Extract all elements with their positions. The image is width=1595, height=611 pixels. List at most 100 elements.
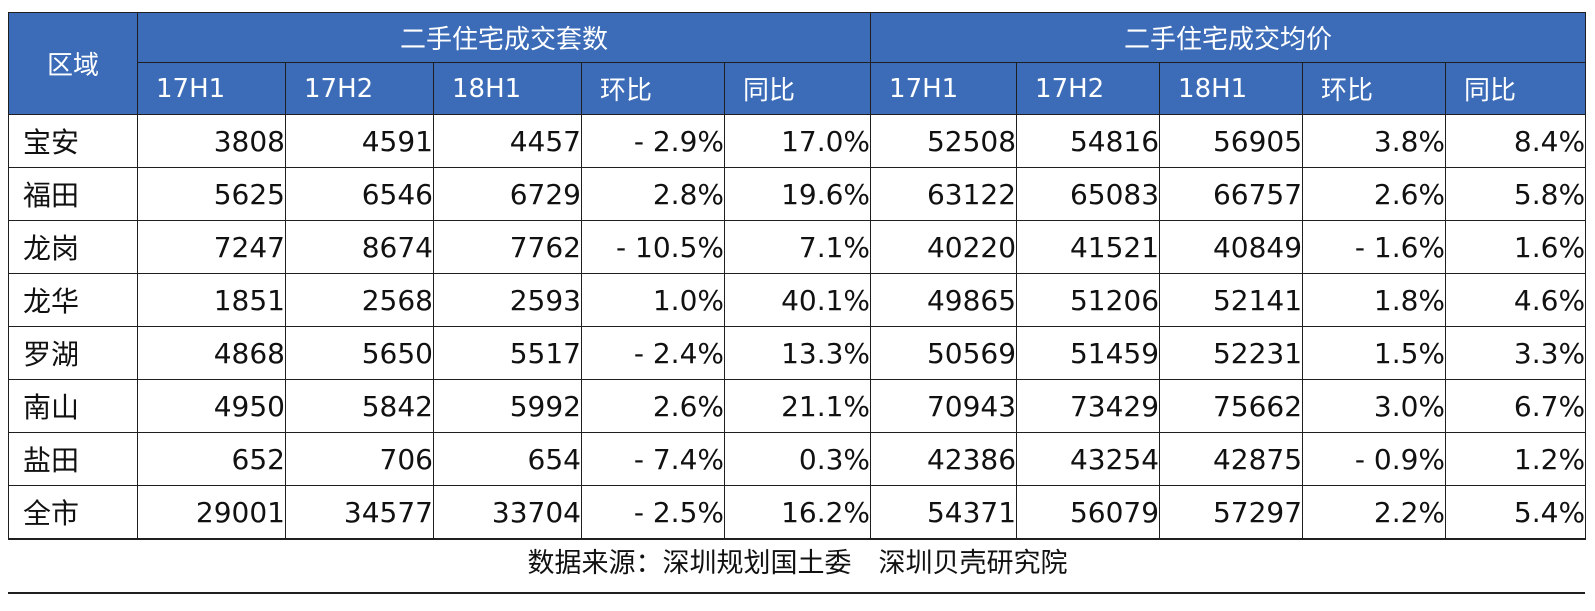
table-cell: 54371	[870, 485, 1018, 540]
table-cell: 654	[433, 432, 582, 486]
table-cell: 1.5%	[1302, 326, 1447, 380]
table-cell: 7762	[433, 220, 582, 274]
table-cell: - 7.4%	[581, 432, 725, 486]
table-cell: 8674	[285, 220, 434, 274]
table-cell: 49865	[870, 273, 1018, 327]
table-cell: - 2.4%	[581, 326, 725, 380]
table-cell: 4457	[433, 114, 582, 168]
table-cell: 2.2%	[1302, 485, 1447, 540]
table-header: 区域 二手住宅成交套数 二手住宅成交均价 17H1 17H2 18H1 环比 同比 17H…	[8, 12, 1587, 115]
table-cell: 706	[285, 432, 434, 486]
group-header-price: 二手住宅成交均价	[870, 12, 1587, 63]
region-name: 盐田	[8, 432, 138, 486]
region-name: 罗湖	[8, 326, 138, 380]
table-cell: 40220	[870, 220, 1018, 274]
table-cell: 51206	[1016, 273, 1161, 327]
column-header: 17H2	[1016, 62, 1161, 115]
table-cell: 42875	[1159, 432, 1304, 486]
table-cell: 2.6%	[1302, 167, 1447, 221]
table-cell: 65083	[1016, 167, 1161, 221]
table-cell: 3808	[137, 114, 286, 168]
table-cell: - 0.9%	[1302, 432, 1447, 486]
table-cell: 1.8%	[1302, 273, 1447, 327]
table-cell: 1.0%	[581, 273, 725, 327]
table-cell: 6.7%	[1445, 379, 1587, 433]
region-name: 龙岗	[8, 220, 138, 274]
table-cell: 5992	[433, 379, 582, 433]
region-name: 全市	[8, 485, 138, 540]
transaction-table: 区域 二手住宅成交套数 二手住宅成交均价 17H1 17H2 18H1 环比 同比 17H…	[8, 12, 1587, 540]
region-name: 南山	[8, 379, 138, 433]
table-cell: 16.2%	[723, 485, 872, 540]
table-cell: 57297	[1159, 485, 1304, 540]
table-cell: 5650	[285, 326, 434, 380]
table-cell: 56905	[1159, 114, 1304, 168]
table-cell: - 2.5%	[581, 485, 725, 540]
table-cell: 40.1%	[723, 273, 872, 327]
table-cell: 3.0%	[1302, 379, 1447, 433]
column-header: 同比	[1445, 62, 1587, 115]
column-header: 18H1	[1159, 62, 1304, 115]
table-cell: 5.8%	[1445, 167, 1587, 221]
table-cell: 51459	[1016, 326, 1161, 380]
table-cell: 17.0%	[723, 114, 872, 168]
table-cell: 4950	[137, 379, 286, 433]
table-cell: 3.8%	[1302, 114, 1447, 168]
table-cell: 75662	[1159, 379, 1304, 433]
table-body: 宝安 3808 4591 4457- 2.9% 17.0% 52508 54816 56905…	[8, 114, 1587, 540]
table-cell: 1851	[137, 273, 286, 327]
data-source-note: 数据来源：深圳规划国土委 深圳贝壳研究院	[527, 548, 1068, 579]
column-header: 环比	[1302, 62, 1447, 115]
table-cell: 13.3%	[723, 326, 872, 380]
table-cell: 6729	[433, 167, 582, 221]
table-row: 龙华 1851 2568 2593 1.0% 40.1% 49865 51206 52141 1.…	[8, 273, 1587, 327]
table-cell: 6546	[285, 167, 434, 221]
region-name: 龙华	[8, 273, 138, 327]
column-header: 环比	[581, 62, 725, 115]
table-cell: 5517	[433, 326, 582, 380]
table-cell: 63122	[870, 167, 1018, 221]
table-cell: 2.6%	[581, 379, 725, 433]
table-cell: 2593	[433, 273, 582, 327]
table-cell: 1.6%	[1445, 220, 1587, 274]
table-cell: - 10.5%	[581, 220, 725, 274]
group-header-count: 二手住宅成交套数	[136, 12, 872, 63]
table-cell: 2.8%	[581, 167, 725, 221]
table-cell: 70943	[870, 379, 1018, 433]
table-cell: 34577	[285, 485, 434, 540]
table-cell: 42386	[870, 432, 1018, 486]
column-header: 17H1	[137, 62, 286, 115]
column-header: 17H1	[870, 62, 1018, 115]
table-cell: 5625	[137, 167, 286, 221]
table-cell: 66757	[1159, 167, 1304, 221]
table-cell: 7247	[137, 220, 286, 274]
region-name: 福田	[8, 167, 138, 221]
table-cell: 3.3%	[1445, 326, 1587, 380]
table-cell: 7.1%	[723, 220, 872, 274]
bottom-rule	[8, 592, 1585, 594]
table-cell: 29001	[137, 485, 286, 540]
table-cell: - 2.9%	[581, 114, 725, 168]
table-cell: 4.6%	[1445, 273, 1587, 327]
table-cell: 8.4%	[1445, 114, 1587, 168]
table-row: 盐田 652 706 654- 7.4% 0.3% 42386 43254 42875- 0.…	[8, 432, 1587, 486]
table-row: 全市 29001 34577 33704- 2.5% 16.2% 54371 56079 57…	[8, 485, 1587, 540]
table-cell: 73429	[1016, 379, 1161, 433]
table-cell: 52141	[1159, 273, 1304, 327]
table-row: 罗湖 4868 5650 5517- 2.4% 13.3% 50569 51459 52231…	[8, 326, 1587, 380]
table-cell: 40849	[1159, 220, 1304, 274]
table-row: 福田 5625 6546 6729 2.8% 19.6% 63122 65083 66757 2.…	[8, 167, 1587, 221]
column-header: 同比	[723, 62, 872, 115]
table-cell: 5842	[285, 379, 434, 433]
table-cell: 5.4%	[1445, 485, 1587, 540]
table-cell: 54816	[1016, 114, 1161, 168]
region-name: 宝安	[8, 114, 138, 168]
table-cell: 4868	[137, 326, 286, 380]
table-cell: 43254	[1016, 432, 1161, 486]
table-row: 龙岗 7247 8674 7762- 10.5% 7.1% 40220 41521 40849…	[8, 220, 1587, 274]
table-cell: 52508	[870, 114, 1018, 168]
table-cell: 4591	[285, 114, 434, 168]
table-cell: 1.2%	[1445, 432, 1587, 486]
table-cell: 2568	[285, 273, 434, 327]
